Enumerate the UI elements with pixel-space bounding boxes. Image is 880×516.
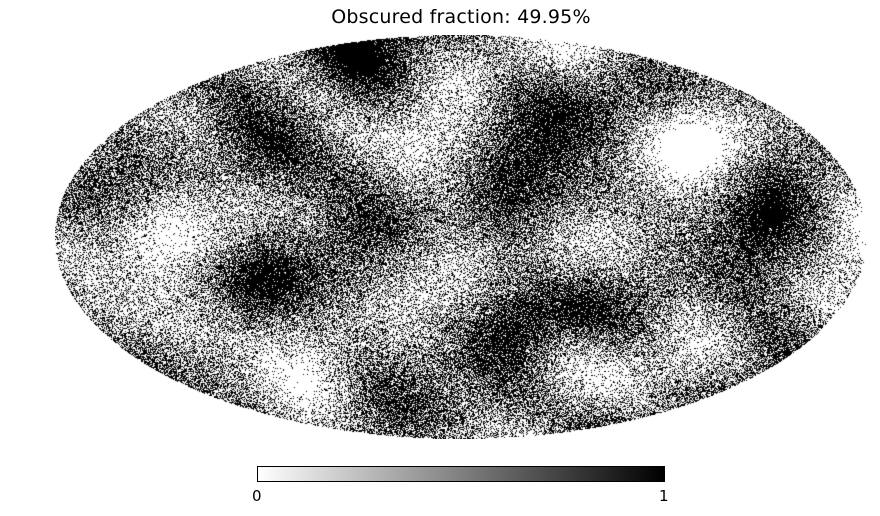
colorbar-gradient — [258, 467, 664, 481]
colorbar-tick-min: 0 — [252, 487, 262, 505]
chart-title: Obscured fraction: 49.95% — [331, 6, 591, 28]
colorbar-tick-max: 1 — [659, 487, 669, 505]
colorbar — [257, 466, 665, 482]
sky-map-mollweide — [55, 35, 867, 439]
